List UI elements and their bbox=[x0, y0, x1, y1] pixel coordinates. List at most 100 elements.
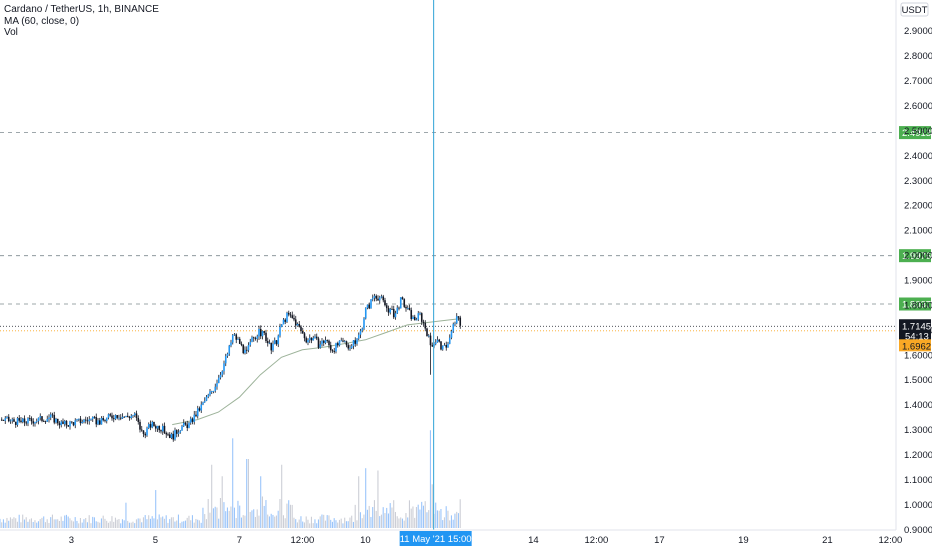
candle-body bbox=[371, 297, 374, 300]
volume-bar bbox=[50, 517, 52, 528]
volume-bar bbox=[78, 523, 80, 528]
volume-bar bbox=[281, 464, 283, 528]
candle-body bbox=[144, 433, 147, 436]
candle-body bbox=[16, 418, 19, 425]
volume-bar bbox=[303, 522, 305, 528]
volume-bar bbox=[361, 518, 363, 528]
candle-body bbox=[254, 338, 257, 339]
volume-bar bbox=[237, 500, 239, 528]
candle-body bbox=[265, 332, 267, 342]
candle-body bbox=[258, 328, 260, 337]
volume-bar bbox=[377, 470, 379, 528]
candle-body bbox=[161, 425, 164, 432]
volume-bar bbox=[249, 511, 251, 528]
x-tick-label: 12:00 bbox=[585, 535, 609, 546]
volume-bar bbox=[459, 499, 461, 528]
volume-bar bbox=[186, 517, 188, 528]
candle-body bbox=[139, 421, 141, 430]
candle-body bbox=[377, 298, 379, 301]
volume-bar bbox=[382, 507, 384, 528]
candle-body bbox=[32, 421, 35, 424]
volume-bar bbox=[83, 519, 85, 528]
volume-bar bbox=[386, 507, 388, 528]
level-badge bbox=[899, 249, 931, 263]
candle-body bbox=[70, 421, 73, 423]
volume-bar bbox=[352, 521, 354, 528]
candle-body bbox=[186, 424, 189, 428]
volume-bar bbox=[403, 520, 405, 528]
candle-body bbox=[378, 297, 381, 301]
candle-body bbox=[9, 420, 12, 422]
candle-body bbox=[221, 371, 224, 375]
candle-body bbox=[342, 340, 344, 342]
candle-body bbox=[284, 319, 287, 322]
volume-bar bbox=[286, 503, 288, 528]
volume-bar bbox=[22, 514, 24, 528]
volume-bar bbox=[39, 519, 41, 528]
candle-body bbox=[382, 296, 385, 301]
volume-bar bbox=[356, 520, 358, 528]
x-tick-label: 19 bbox=[738, 535, 749, 546]
candle-body bbox=[172, 433, 175, 440]
volume-bar bbox=[366, 509, 368, 528]
volume-bar bbox=[130, 522, 132, 528]
level-badge-label: 1.8037 bbox=[902, 300, 931, 311]
volume-bar bbox=[141, 522, 143, 528]
y-tick-label: 1.0000 bbox=[904, 500, 932, 511]
candle-body bbox=[322, 340, 325, 343]
candle-body bbox=[65, 420, 68, 426]
volume-bar bbox=[240, 517, 242, 528]
volume-bar bbox=[106, 520, 108, 528]
volume-bar bbox=[333, 518, 335, 528]
volume-bar bbox=[447, 510, 449, 528]
candle-body bbox=[181, 426, 183, 431]
volume-bar bbox=[277, 510, 279, 528]
volume-bar bbox=[174, 521, 176, 528]
candle-body bbox=[294, 319, 297, 326]
y-tick-label: 1.3000 bbox=[904, 425, 932, 436]
volume-bar bbox=[438, 510, 440, 528]
candle-body bbox=[156, 425, 159, 429]
candle-body bbox=[84, 419, 87, 421]
volume-bar bbox=[351, 515, 353, 528]
candle-body bbox=[137, 417, 140, 422]
candle-body bbox=[282, 319, 285, 325]
volume-bar bbox=[85, 517, 87, 528]
volume-bar bbox=[62, 520, 64, 528]
y-tick-label: 2.5000 bbox=[904, 126, 932, 137]
volume-bar bbox=[93, 517, 95, 528]
volume-bar bbox=[72, 521, 74, 528]
candle-body bbox=[146, 428, 148, 436]
volume-bar bbox=[148, 515, 150, 528]
candle-body bbox=[62, 421, 64, 425]
volume-bar bbox=[263, 505, 265, 528]
volume-bar bbox=[107, 522, 109, 528]
candle-body bbox=[102, 418, 105, 421]
candle-body bbox=[307, 340, 309, 343]
candle-body bbox=[305, 338, 308, 343]
volume-bar bbox=[169, 519, 171, 528]
volume-bar bbox=[2, 519, 4, 528]
volume-bar bbox=[275, 515, 277, 528]
candle-body bbox=[308, 337, 311, 341]
candle-body bbox=[326, 340, 329, 341]
candle-body bbox=[210, 391, 213, 392]
currency-label: USDT bbox=[902, 5, 928, 16]
candle-body bbox=[207, 394, 210, 397]
candle-body bbox=[34, 421, 36, 424]
candle-body bbox=[76, 419, 78, 421]
candle-body bbox=[324, 340, 327, 343]
candle-body bbox=[55, 418, 57, 423]
volume-bar bbox=[204, 514, 206, 528]
volume-bar bbox=[102, 515, 104, 528]
volume-bar bbox=[412, 506, 414, 528]
x-tick-label: 21 bbox=[822, 535, 833, 546]
volume-bar bbox=[44, 522, 46, 528]
volume-bar bbox=[246, 459, 248, 528]
volume-bar bbox=[305, 516, 307, 528]
volume-bar bbox=[41, 517, 43, 528]
volume-bar bbox=[274, 516, 276, 528]
volume-bar bbox=[1, 522, 3, 528]
volume-bar bbox=[134, 523, 136, 528]
